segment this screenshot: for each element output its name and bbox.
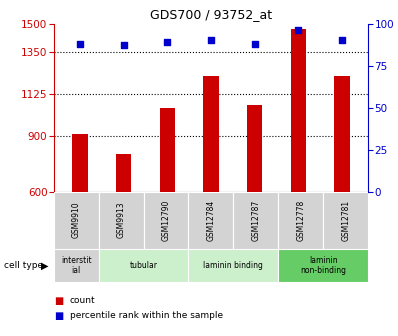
Text: tubular: tubular <box>130 261 158 270</box>
Bar <box>144 192 189 249</box>
Bar <box>99 192 144 249</box>
Bar <box>233 192 278 249</box>
Text: ■: ■ <box>54 296 63 306</box>
Text: GSM12784: GSM12784 <box>207 200 215 241</box>
Bar <box>116 154 131 192</box>
Bar <box>278 192 323 249</box>
Text: GSM9913: GSM9913 <box>117 202 126 239</box>
Text: ■: ■ <box>54 311 63 321</box>
Text: GSM12778: GSM12778 <box>296 200 305 241</box>
Text: GSM12781: GSM12781 <box>341 200 350 241</box>
Point <box>164 39 170 45</box>
Text: percentile rank within the sample: percentile rank within the sample <box>70 311 223 320</box>
Bar <box>160 108 175 192</box>
Text: interstit
ial: interstit ial <box>61 256 92 275</box>
Bar <box>99 249 189 282</box>
Point <box>295 28 301 33</box>
Bar <box>54 249 99 282</box>
Text: GSM12790: GSM12790 <box>162 199 170 241</box>
Bar <box>278 249 368 282</box>
Bar <box>247 105 262 192</box>
Bar <box>291 29 306 192</box>
Text: laminin
non-binding: laminin non-binding <box>300 256 346 275</box>
Point <box>339 38 345 43</box>
Text: ▶: ▶ <box>41 260 49 270</box>
Bar <box>54 192 99 249</box>
Point <box>121 43 127 48</box>
Bar <box>334 76 349 192</box>
Text: cell type: cell type <box>4 261 43 270</box>
Bar <box>189 192 233 249</box>
Text: GSM9910: GSM9910 <box>72 202 81 239</box>
Text: count: count <box>70 296 95 305</box>
Text: laminin binding: laminin binding <box>203 261 263 270</box>
Bar <box>72 134 88 192</box>
Title: GDS700 / 93752_at: GDS700 / 93752_at <box>150 8 272 21</box>
Point <box>77 41 83 46</box>
Point <box>252 41 258 46</box>
Bar <box>203 76 219 192</box>
Bar <box>323 192 368 249</box>
Bar <box>189 249 278 282</box>
Point <box>208 38 214 43</box>
Text: GSM12787: GSM12787 <box>252 200 260 241</box>
